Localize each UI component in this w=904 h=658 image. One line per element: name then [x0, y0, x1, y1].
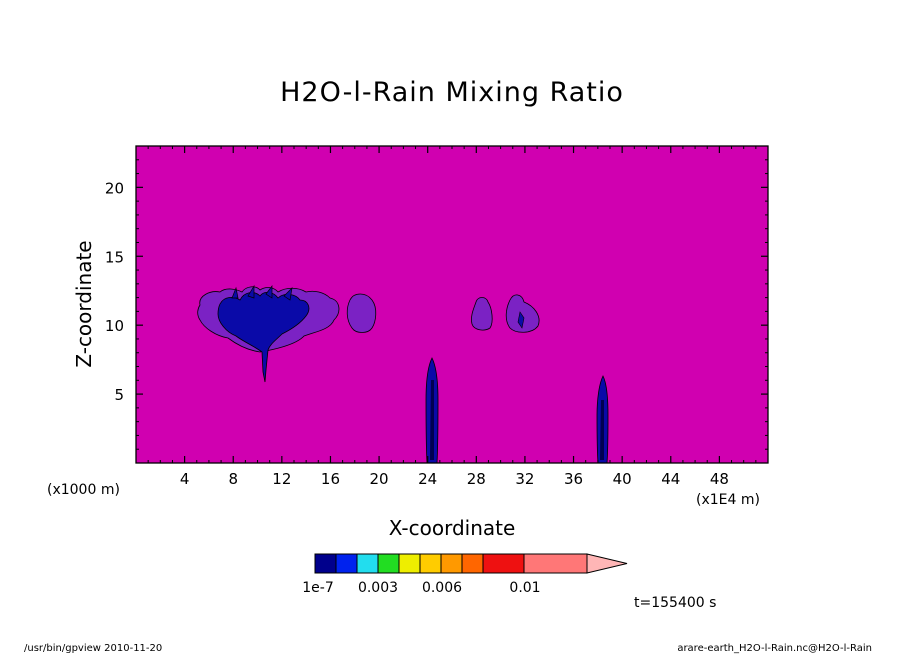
colorbar: 1e-7 0.003 0.006 0.01 [302, 553, 628, 596]
colorbar-swatch [461, 553, 484, 574]
x-tick-label: 8 [228, 470, 238, 488]
y-tick-label: 10 [105, 317, 124, 335]
footer-left: /usr/bin/gpview 2010-11-20 [24, 643, 163, 654]
small-cell-28 [471, 297, 493, 331]
cloud-cluster-spikes [231, 284, 293, 301]
small-cell-31-core [517, 311, 525, 329]
colorbar-swatch [356, 553, 379, 574]
x-tick-label: 48 [710, 470, 729, 488]
y-axis-ticks: 5 10 15 20 [105, 159, 768, 450]
colorbar-swatch [377, 553, 400, 574]
y-tick-label: 20 [105, 179, 124, 197]
x-unit-label: (x1E4 m) [696, 492, 760, 508]
x-tick-label: 24 [418, 470, 437, 488]
y-tick-label: 15 [105, 248, 124, 266]
rain-column-24-core [430, 380, 434, 460]
cloud-cluster-core [217, 292, 310, 383]
colorbar-extension [586, 553, 628, 574]
footer-right: arare-earth_H2O-l-Rain.nc@H2O-l-Rain [677, 643, 872, 654]
colorbar-swatch [314, 553, 337, 574]
y-axis-label: Z-coordinate [72, 240, 96, 368]
y-unit-label: (x1000 m) [47, 482, 120, 498]
colorbar-swatch [419, 553, 442, 574]
x-tick-label: 20 [370, 470, 389, 488]
colorbar-label: 0.01 [509, 580, 540, 596]
colorbar-label: 0.003 [358, 580, 398, 596]
colorbar-label: 1e-7 [302, 580, 333, 596]
colorbar-swatch [523, 553, 588, 574]
x-tick-label: 16 [321, 470, 340, 488]
x-tick-label: 40 [613, 470, 632, 488]
colorbar-swatch [482, 553, 525, 574]
colorbar-label: 0.006 [422, 580, 462, 596]
chart-title: H2O-l-Rain Mixing Ratio [280, 77, 624, 108]
colorbar-swatch [335, 553, 358, 574]
x-tick-label: 32 [515, 470, 534, 488]
rain-column-38-core [600, 400, 604, 460]
x-tick-label: 44 [661, 470, 680, 488]
x-tick-label: 28 [467, 470, 486, 488]
x-tick-label: 36 [564, 470, 583, 488]
x-tick-label: 12 [272, 470, 291, 488]
x-axis-label: X-coordinate [388, 516, 516, 540]
x-axis-ticks: 4 8 12 16 20 24 28 32 36 40 44 48 [147, 146, 757, 488]
time-label: t=155400 s [634, 595, 717, 611]
x-tick-label: 4 [180, 470, 190, 488]
colorbar-swatch [398, 553, 421, 574]
small-cell-31 [505, 294, 540, 333]
y-tick-label: 5 [114, 386, 124, 404]
contour-fields [197, 284, 609, 463]
isolated-cell [346, 293, 377, 333]
colorbar-swatch [440, 553, 463, 574]
